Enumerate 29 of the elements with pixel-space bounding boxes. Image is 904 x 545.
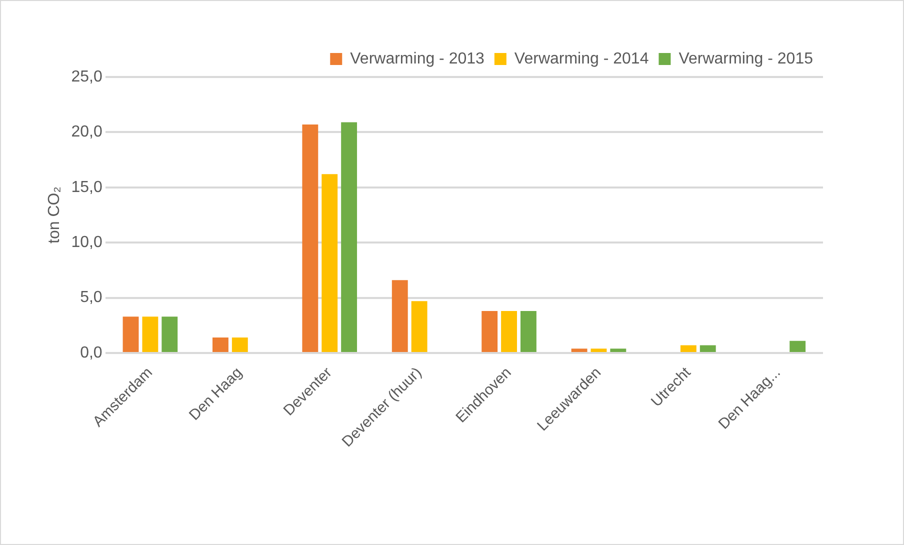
bar	[482, 311, 498, 352]
bar	[162, 316, 178, 352]
y-tick-label: 10,0	[71, 234, 102, 252]
legend-label: Verwarming - 2013	[350, 50, 485, 68]
bar	[501, 311, 517, 352]
bar	[142, 316, 158, 352]
y-tick-label: 15,0	[71, 178, 102, 196]
bar	[610, 348, 626, 352]
bar	[302, 124, 318, 352]
y-tick-label: 0,0	[80, 344, 102, 362]
y-tick-label: 5,0	[80, 289, 102, 306]
legend-label: Verwarming - 2015	[678, 50, 814, 68]
y-tick-label: 20,0	[71, 124, 102, 141]
bar	[232, 338, 248, 352]
bar	[122, 316, 139, 352]
y-axis-title: ton CO₂	[46, 186, 64, 244]
legend-label: Verwarming - 2014	[514, 50, 649, 68]
y-tick-label: 25,0	[71, 68, 102, 86]
bar	[392, 280, 408, 352]
bar	[790, 340, 806, 352]
bar	[212, 338, 228, 352]
bar	[341, 122, 358, 352]
bar	[590, 348, 607, 352]
bar	[322, 174, 338, 352]
bar	[700, 345, 716, 352]
bar	[520, 311, 536, 352]
bar	[680, 345, 696, 352]
bar	[411, 301, 428, 352]
bar	[571, 348, 588, 352]
